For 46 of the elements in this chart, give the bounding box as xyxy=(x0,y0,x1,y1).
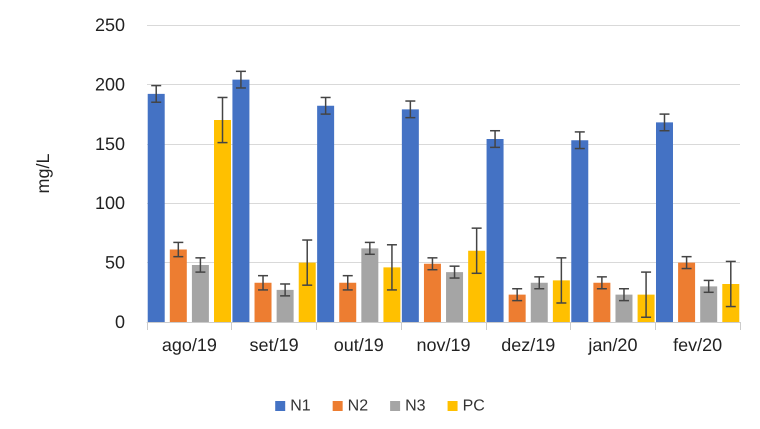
bar xyxy=(317,106,334,322)
bar xyxy=(339,282,356,322)
bar xyxy=(530,282,548,322)
legend-label: N1 xyxy=(290,398,311,414)
bar xyxy=(656,122,673,322)
x-tick-label: out/19 xyxy=(334,335,384,355)
bar xyxy=(468,250,486,322)
x-tick-label: dez/19 xyxy=(501,335,556,355)
y-tick-label: 150 xyxy=(94,134,125,154)
x-tick-label: set/19 xyxy=(250,335,299,355)
y-tick-label: 0 xyxy=(114,312,125,332)
bar xyxy=(402,109,419,322)
bar xyxy=(552,280,570,322)
bar xyxy=(383,267,400,322)
bar xyxy=(214,120,232,322)
bar xyxy=(486,139,504,322)
y-tick-label: 50 xyxy=(104,252,125,273)
bar xyxy=(148,94,165,322)
bar xyxy=(678,262,696,322)
legend-label: N3 xyxy=(405,398,426,414)
bar xyxy=(700,286,718,322)
bar xyxy=(232,80,250,322)
x-tick-label: fev/20 xyxy=(673,335,722,355)
legend-label: N2 xyxy=(348,398,368,414)
bar xyxy=(424,264,441,322)
bar xyxy=(446,272,464,322)
bar xyxy=(571,140,588,322)
x-tick-label: nov/19 xyxy=(416,335,471,355)
legend-label: PC xyxy=(462,398,485,414)
bar xyxy=(361,248,378,322)
bar xyxy=(192,264,209,322)
y-tick-label: 200 xyxy=(94,74,125,94)
bar xyxy=(638,294,655,322)
y-axis-title: mg/L xyxy=(33,153,53,194)
bar xyxy=(615,294,632,322)
x-tick-label: jan/20 xyxy=(587,335,638,355)
bar xyxy=(298,262,316,322)
y-tick-label: 250 xyxy=(94,15,125,35)
bar xyxy=(722,284,740,322)
bar xyxy=(593,282,610,322)
bar xyxy=(254,282,272,322)
x-tick-label: ago/19 xyxy=(162,335,217,355)
bar xyxy=(508,294,526,322)
bar xyxy=(276,290,294,322)
y-tick-label: 100 xyxy=(94,193,125,214)
bar xyxy=(170,250,187,322)
